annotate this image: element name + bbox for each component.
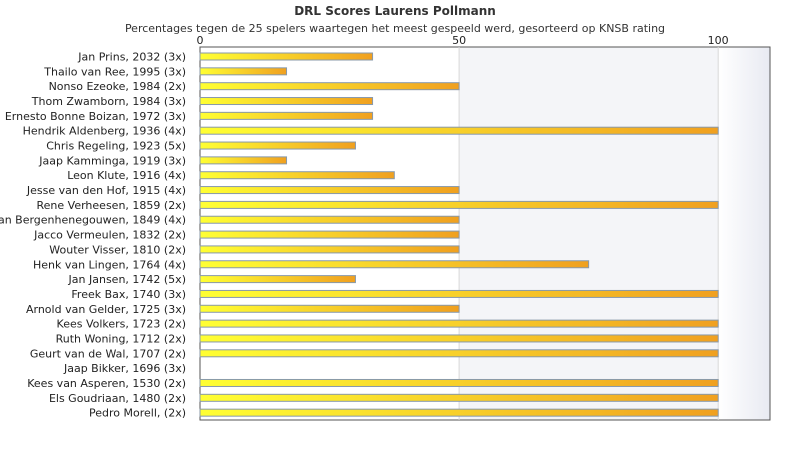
category-label: Jaap Kamminga, 1919 (3x): [38, 154, 186, 167]
bar: [199, 275, 356, 284]
category-label: Freek Bax, 1740 (3x): [71, 288, 186, 301]
bar: [199, 52, 374, 61]
x-tick-label: 100: [708, 34, 729, 47]
category-label: Leon Klute, 1916 (4x): [67, 169, 186, 182]
bar: [199, 82, 460, 91]
category-label: Kees Volkers, 1723 (2x): [57, 318, 186, 331]
category-label: Nonso Ezeoke, 1984 (2x): [49, 80, 186, 93]
bar: [199, 156, 288, 165]
category-label: Rene Verheesen, 1859 (2x): [37, 199, 186, 212]
bar: [199, 334, 719, 343]
bar: [199, 230, 460, 239]
bar: [199, 171, 395, 180]
x-tick-label: 0: [197, 34, 204, 47]
category-label: Els Goudriaan, 1480 (2x): [49, 392, 186, 405]
category-label: Ruth Woning, 1712 (2x): [56, 332, 186, 345]
bar: [199, 393, 719, 402]
chart-subtitle: Percentages tegen de 25 spelers waartege…: [124, 22, 666, 35]
category-label: Kees van Asperen, 1530 (2x): [27, 377, 186, 390]
bar: [199, 141, 356, 150]
bar: [199, 186, 460, 195]
bar: [199, 304, 460, 313]
category-label: Geurt van de Wal, 1707 (2x): [30, 347, 186, 360]
bar: [199, 126, 719, 135]
category-label: Jan Jansen, 1742 (5x): [68, 273, 186, 286]
category-label: Pedro Morell, (2x): [89, 407, 186, 420]
category-label: Jan Prins, 2032 (3x): [77, 51, 186, 64]
category-label: Ernesto Bonne Boizan, 1972 (3x): [5, 110, 186, 123]
bar: [199, 378, 719, 387]
category-label: Jacco Vermeulen, 1832 (2x): [33, 229, 186, 242]
bar: [199, 289, 719, 298]
category-label: Thom Zwamborn, 1984 (3x): [31, 95, 186, 108]
plot-area-edge: [718, 47, 770, 420]
category-label: Henk van Lingen, 1764 (4x): [33, 258, 186, 271]
category-label: Thailo van Ree, 1995 (3x): [43, 65, 186, 78]
chart-title: DRL Scores Laurens Pollmann: [294, 4, 496, 18]
bar: [199, 408, 719, 417]
category-label: van Bergenhenegouwen, 1849 (4x): [0, 214, 186, 227]
category-label: Chris Regeling, 1923 (5x): [46, 140, 186, 153]
category-label: Hendrik Aldenberg, 1936 (4x): [23, 125, 186, 138]
bar: [199, 215, 460, 224]
bar: [199, 245, 460, 254]
bar: [199, 319, 719, 328]
bar: [199, 67, 288, 76]
bar: [199, 111, 374, 120]
category-label: Wouter Visser, 1810 (2x): [49, 243, 186, 256]
bar: [199, 349, 719, 358]
bar: [199, 260, 590, 269]
bar: [199, 97, 374, 106]
bar: [199, 200, 719, 209]
x-tick-label: 50: [452, 34, 466, 47]
category-label: Arnold van Gelder, 1725 (3x): [26, 303, 186, 316]
category-label: Jaap Bikker, 1696 (3x): [63, 362, 186, 375]
category-label: Jesse van den Hof, 1915 (4x): [26, 184, 186, 197]
